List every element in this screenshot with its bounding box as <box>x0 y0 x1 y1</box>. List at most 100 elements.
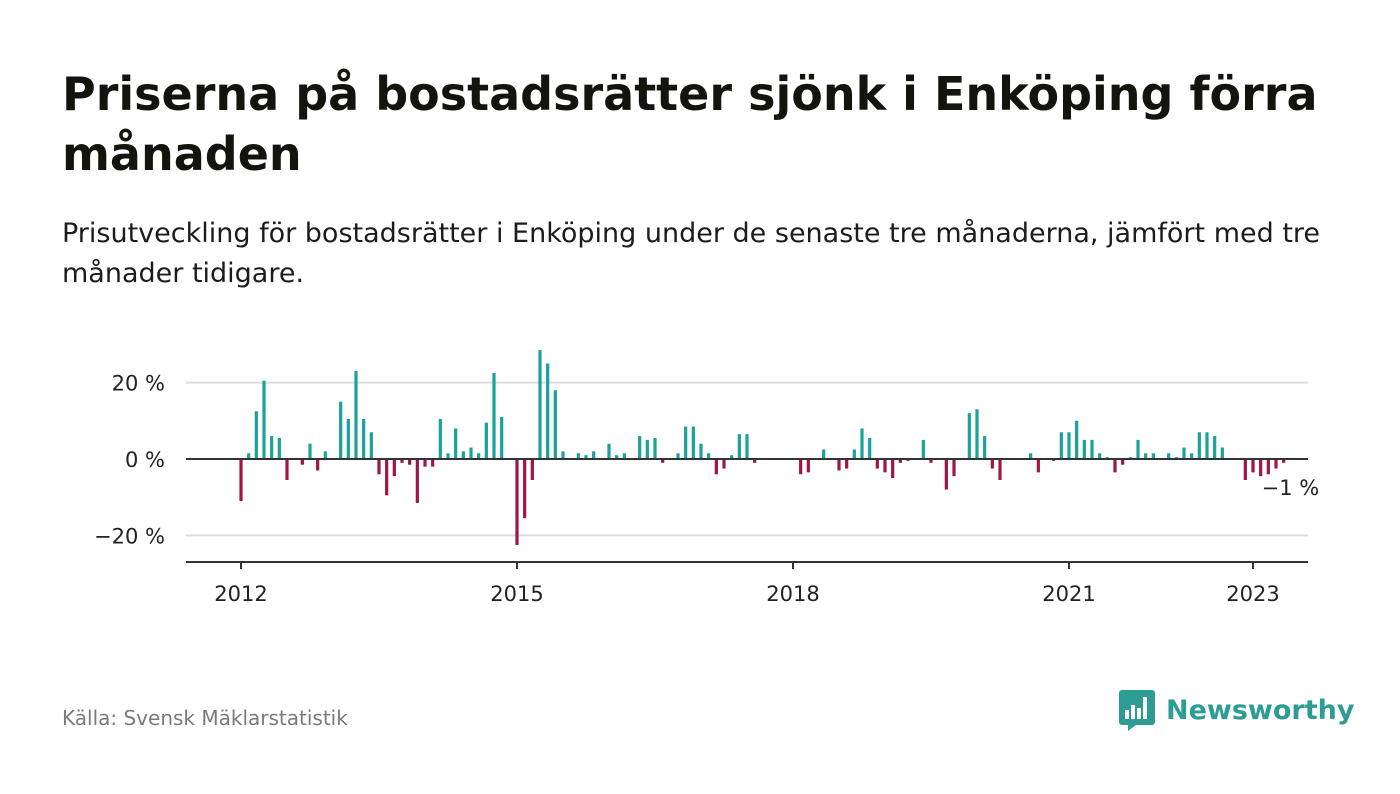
bar <box>308 443 312 459</box>
bar <box>837 459 841 471</box>
bar <box>247 453 251 459</box>
bar <box>515 459 519 545</box>
bar <box>638 436 642 459</box>
bar <box>561 451 565 459</box>
bar <box>860 428 864 459</box>
y-tick-label: −20 % <box>94 524 165 548</box>
bar <box>1213 436 1217 459</box>
bar <box>1113 459 1117 473</box>
bar <box>998 459 1002 481</box>
bar <box>875 459 879 469</box>
chart-title: Priserna på bostadsrätter sjönk i Enköpi… <box>62 67 1318 181</box>
bar <box>615 455 619 459</box>
bar <box>1182 447 1186 459</box>
axes <box>186 458 1308 569</box>
source-note: Källa: Svensk Mäklarstatistik <box>62 706 348 730</box>
bar <box>944 459 948 490</box>
bar <box>653 437 657 459</box>
y-tick-label: 20 % <box>112 372 165 396</box>
bar <box>952 459 956 477</box>
bar <box>316 459 320 471</box>
bar <box>1098 453 1102 459</box>
bar <box>431 459 435 467</box>
bar <box>1059 432 1063 459</box>
bar <box>415 459 419 503</box>
bar <box>967 413 971 459</box>
bar <box>500 416 504 459</box>
newsworthy-logo-icon <box>1119 690 1155 731</box>
bar <box>707 453 711 459</box>
bar <box>1151 453 1155 459</box>
bar <box>1029 453 1033 459</box>
bar <box>239 459 243 502</box>
bar <box>423 459 427 467</box>
bar <box>983 436 987 459</box>
bar <box>354 371 358 459</box>
bar <box>492 373 496 459</box>
bar <box>645 439 649 459</box>
bar <box>285 459 289 481</box>
bar <box>1144 453 1148 459</box>
bar <box>799 459 803 475</box>
bar <box>1282 459 1286 463</box>
bar <box>1075 420 1079 459</box>
bar <box>822 449 826 459</box>
bar <box>898 459 902 463</box>
last-value-label: −1 % <box>1262 476 1320 500</box>
grid-lines <box>186 381 1308 537</box>
x-tick-label: 2012 <box>214 582 267 606</box>
bar <box>377 459 381 475</box>
bar <box>254 411 258 459</box>
bar <box>1121 459 1125 465</box>
bar <box>277 437 281 459</box>
bar <box>300 459 304 465</box>
bar <box>883 459 887 473</box>
bar <box>523 459 527 519</box>
bar <box>699 443 703 459</box>
bar <box>362 418 366 459</box>
bar <box>339 401 343 459</box>
bar <box>1067 432 1071 459</box>
bar <box>852 449 856 459</box>
bar <box>1167 453 1171 459</box>
bar <box>929 459 933 463</box>
bar-series <box>239 350 1286 545</box>
bar <box>346 418 350 459</box>
bar <box>1274 459 1278 469</box>
bar <box>676 453 680 459</box>
bar <box>1220 447 1224 459</box>
y-tick-label: 0 % <box>125 448 165 472</box>
bar <box>530 459 534 481</box>
bar <box>730 455 734 459</box>
bar <box>921 439 925 459</box>
x-tick-label: 2023 <box>1226 582 1279 606</box>
bar <box>806 459 810 473</box>
bar <box>461 451 465 459</box>
chart-subtitle: Prisutveckling för bostadsrätter i Enköp… <box>62 218 1321 289</box>
bar <box>385 459 389 496</box>
bar <box>868 437 872 459</box>
bar <box>714 459 718 475</box>
bar <box>1090 439 1094 459</box>
bar <box>1082 439 1086 459</box>
bar <box>369 432 373 459</box>
bar <box>607 443 611 459</box>
bar-chart: 20 % 0 % −20 % 2012 2015 2018 2021 2023 −1 % <box>94 350 1320 606</box>
bar <box>592 451 596 459</box>
bar <box>1136 439 1140 459</box>
bar <box>753 459 757 463</box>
bar <box>392 459 396 477</box>
bar <box>1243 459 1247 481</box>
brand-logo[interactable]: Newsworthy <box>1118 688 1354 732</box>
bar <box>1197 432 1201 459</box>
bar <box>1036 459 1040 473</box>
bar <box>622 453 626 459</box>
bar <box>270 436 274 459</box>
bar <box>484 422 488 459</box>
bar <box>975 409 979 459</box>
brand-name: Newsworthy <box>1166 694 1355 726</box>
x-tick-label: 2021 <box>1042 582 1095 606</box>
bar <box>400 459 404 463</box>
bar <box>469 447 473 459</box>
x-tick-label: 2015 <box>490 582 543 606</box>
